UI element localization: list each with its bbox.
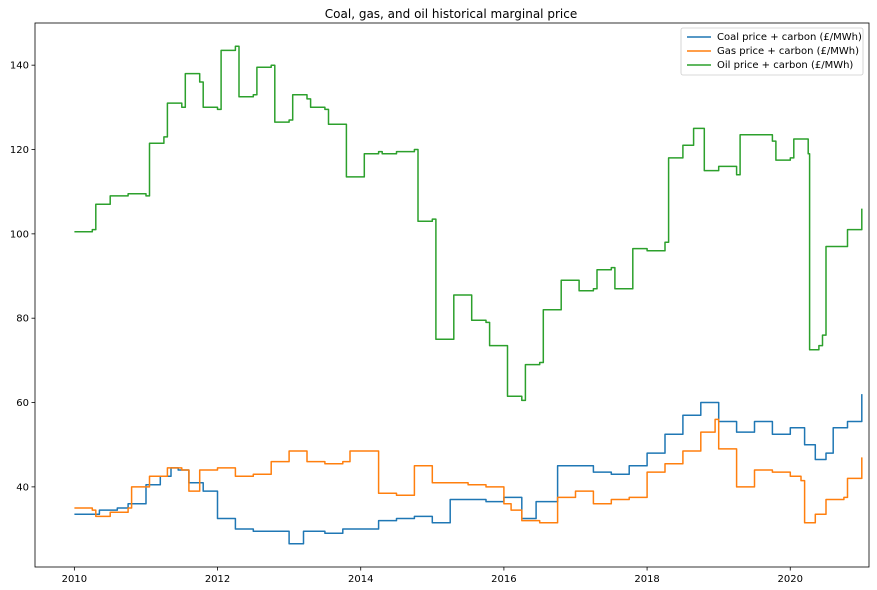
legend-box	[680, 27, 864, 76]
x-tick-label: 2020	[778, 574, 803, 585]
x-axis: 2010 2012 2014 2016 2018 2020	[62, 567, 803, 585]
legend-label-coal: Coal price + carbon (£/MWh)	[717, 32, 862, 43]
y-tick-label: 120	[10, 145, 29, 156]
y-tick-label: 100	[10, 229, 29, 240]
x-tick-label: 2016	[491, 574, 516, 585]
legend-label-gas: Gas price + carbon (£/MWh)	[717, 46, 859, 57]
y-tick-label: 80	[16, 314, 29, 325]
y-tick-label: 40	[16, 482, 29, 493]
plot-frame	[34, 22, 870, 568]
y-tick-label: 140	[10, 61, 29, 72]
chart-title: Coal, gas, and oil historical marginal p…	[325, 7, 577, 21]
y-tick-label: 60	[16, 398, 29, 409]
x-tick-label: 2014	[348, 574, 373, 585]
series-layer	[74, 45, 863, 545]
y-axis: 40 60 80 100 120 140	[10, 61, 35, 493]
x-tick-label: 2012	[205, 574, 230, 585]
legend-label-oil: Oil price + carbon (£/MWh)	[717, 60, 853, 71]
x-tick-label: 2018	[634, 574, 659, 585]
legend: Coal price + carbon (£/MWh) Gas price + …	[680, 27, 864, 76]
x-tick-label: 2010	[62, 574, 87, 585]
series-line-2	[74, 45, 863, 402]
series-line-1	[74, 418, 863, 524]
